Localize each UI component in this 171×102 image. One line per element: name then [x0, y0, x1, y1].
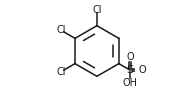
Text: S: S	[126, 65, 134, 75]
Text: Cl: Cl	[56, 67, 66, 77]
Text: OH: OH	[122, 78, 137, 88]
Text: Cl: Cl	[92, 5, 102, 15]
Text: O: O	[126, 53, 134, 63]
Text: Cl: Cl	[56, 25, 66, 35]
Text: O: O	[139, 65, 146, 75]
